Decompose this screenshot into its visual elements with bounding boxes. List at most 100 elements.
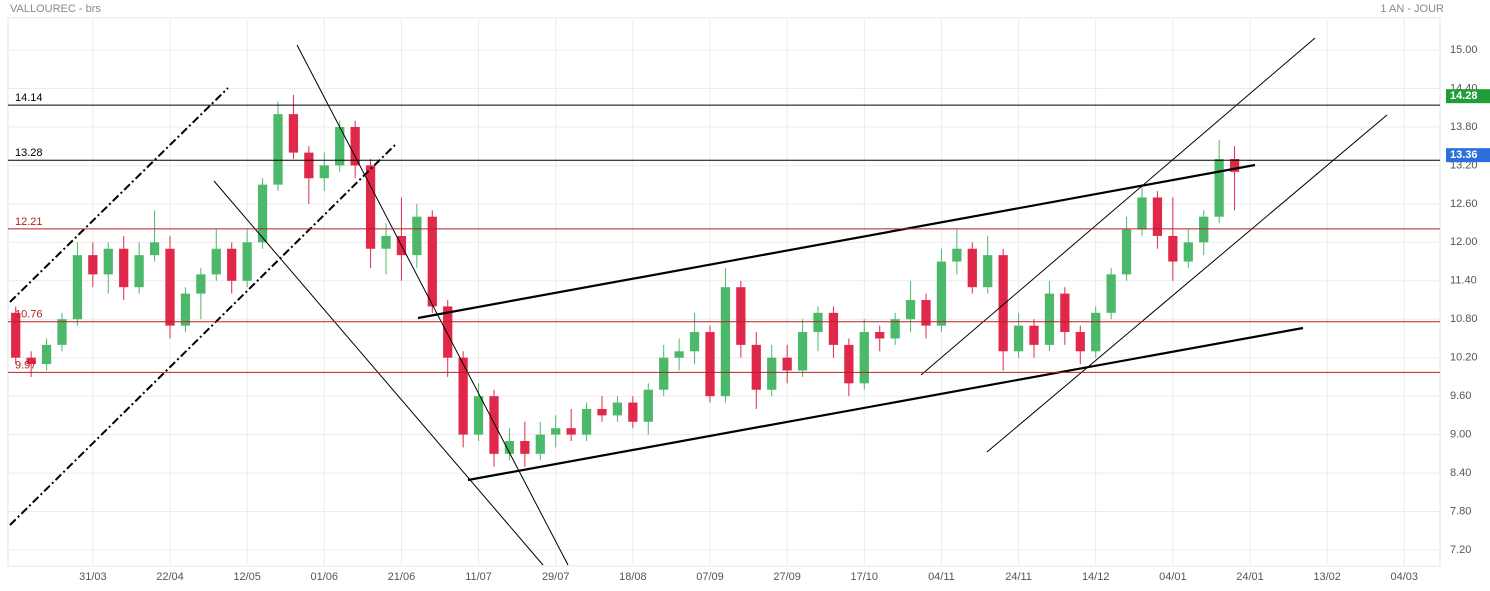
y-tick-label: 15.00 [1450,44,1478,56]
candle-body [875,332,885,339]
x-tick-label: 31/03 [79,571,107,583]
y-tick-label: 11.40 [1450,275,1477,287]
candle-body [720,287,731,397]
candle-body [1044,293,1055,345]
candle-body [689,332,700,352]
x-tick-label: 22/04 [156,571,184,583]
y-tick-label: 9.60 [1450,390,1471,402]
trend-line [417,163,1256,320]
x-tick-label: 13/02 [1313,571,1341,583]
candle-body [365,165,376,249]
trend-line [9,87,229,303]
candle-body [1075,332,1085,352]
candle-body [57,319,67,345]
x-tick-label: 04/03 [1391,571,1419,583]
x-tick-label: 04/11 [928,571,955,583]
candle-body [674,351,684,358]
y-tick-label: 10.20 [1450,352,1478,364]
trend-line [920,37,1316,376]
candle-body [1214,159,1224,217]
y-tick-label: 7.80 [1450,505,1471,517]
candle-body [705,332,715,397]
x-tick-label: 21/06 [388,571,416,583]
x-tick-label: 17/10 [851,571,879,583]
candle-body [1091,312,1101,352]
y-tick-label: 12.60 [1450,198,1478,210]
candle-body [1121,229,1132,275]
candle-body [335,126,345,166]
candle-body [11,312,21,358]
price-tag-label: 13.36 [1450,149,1478,161]
candle-body [628,402,638,422]
level-label: 13.28 [15,147,43,159]
x-tick-label: 04/01 [1159,571,1187,583]
level-label: 9.97 [15,359,36,371]
candle-body [119,248,129,288]
trend-line [213,180,544,566]
price-tag-label: 14.28 [1450,90,1478,102]
candle-body [921,300,931,326]
trend-line [467,326,1304,482]
candle-body [211,248,221,275]
candle-body [1229,159,1240,172]
candle-body [304,152,314,179]
price-tag [1446,89,1490,104]
y-tick-label: 7.20 [1450,544,1471,556]
x-tick-label: 11/07 [465,571,492,583]
candle-body [1060,293,1070,333]
candle-body [165,248,175,326]
level-label: 12.21 [15,216,43,228]
candle-body [134,255,144,288]
candle-body [319,165,329,179]
candle-body [350,126,360,166]
candle-body [767,357,777,390]
candle-body [612,402,623,416]
candle-body [983,255,993,288]
y-tick-label: 10.80 [1450,313,1478,325]
trend-line [296,44,569,566]
candle-body [504,441,515,454]
plot-frame [7,17,1441,567]
trend-lines [9,37,1388,566]
candle-body [1013,325,1024,352]
candle-body [88,255,98,275]
y-tick-label: 8.40 [1450,467,1471,479]
candle-body [782,357,792,371]
candle-body [936,261,947,326]
candle-body [149,242,160,256]
candle-body [1183,242,1193,262]
trend-line [986,114,1388,453]
candle-body [736,287,746,345]
x-tick-label: 18/08 [619,571,647,583]
candle-body [242,242,252,281]
x-tick-label: 24/01 [1236,571,1264,583]
candle-body [859,332,869,384]
candle-body [828,312,839,345]
y-tick-label: 13.80 [1450,121,1478,133]
candle-body [1137,197,1147,230]
level-label: 14.14 [15,92,43,104]
candle-body [458,357,468,435]
y-tick-label: 13.20 [1450,159,1478,171]
candle-body [1029,325,1039,345]
candle-body [180,293,191,326]
y-tick-label: 12.00 [1450,236,1478,248]
candle-body [566,428,576,435]
candle-body [412,216,422,256]
trend-line [9,144,396,526]
candle-body [967,248,977,288]
candle-body [1199,216,1209,243]
candle-body [103,248,113,275]
levels: 14.14 13.28 12.21 10.76 9.97 14.28 13.36 [8,89,1490,373]
candle-body [905,300,916,320]
candle-body [659,357,669,390]
y-tick-label: 9.00 [1450,429,1471,441]
chart-title: VALLOUREC - brs [10,3,101,15]
candle-body [844,344,854,384]
candle-body [1152,197,1163,236]
candle-body [72,255,83,320]
candle-body [1168,235,1178,262]
candle-body [273,114,283,185]
candle-body [581,408,592,435]
